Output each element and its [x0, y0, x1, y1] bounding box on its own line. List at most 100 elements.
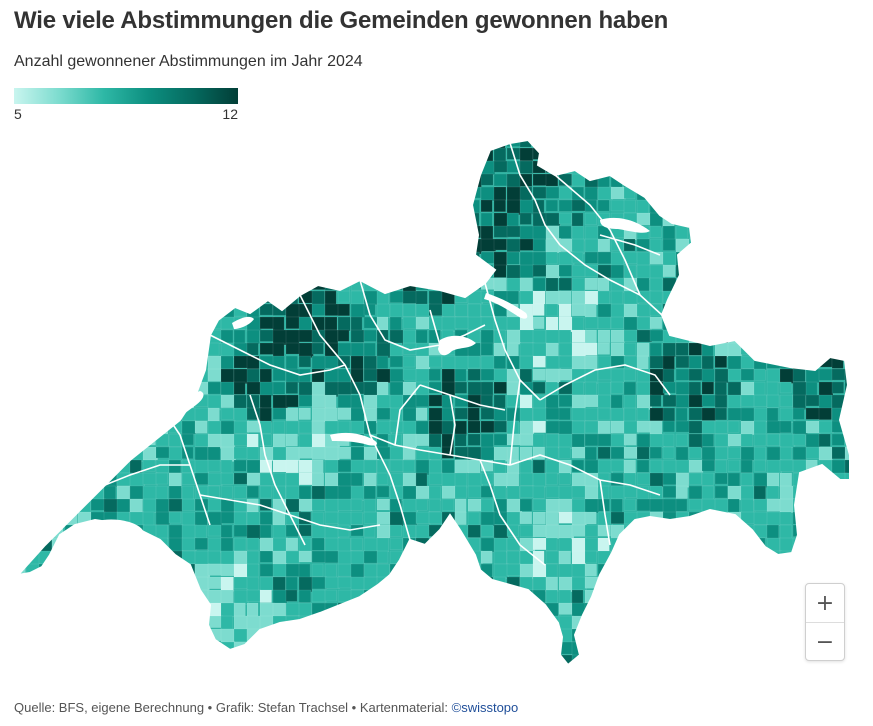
- municipality-cell: [636, 394, 653, 410]
- municipality-cell: [324, 173, 340, 188]
- municipality-cell: [25, 186, 41, 200]
- municipality-cell: [493, 628, 508, 644]
- municipality-cell: [181, 303, 196, 319]
- municipality-cell: [207, 212, 220, 226]
- municipality-cell: [662, 459, 677, 474]
- municipality-cell: [324, 160, 340, 173]
- municipality-cell: [597, 160, 612, 174]
- municipality-cell: [18, 615, 25, 629]
- municipality-cell: [18, 368, 25, 383]
- municipality-cell: [38, 511, 52, 526]
- municipality-cell: [636, 433, 651, 448]
- municipality-cell: [38, 329, 51, 344]
- municipality-cell: [558, 199, 573, 212]
- municipality-cell: [727, 264, 743, 278]
- municipality-cell: [558, 368, 574, 381]
- zoom-out-button[interactable]: −: [806, 622, 844, 660]
- municipality-cell: [259, 654, 273, 665]
- municipality-cell: [597, 381, 611, 397]
- municipality-cell: [532, 303, 545, 316]
- municipality-cell: [337, 160, 351, 175]
- municipality-cell: [129, 225, 144, 238]
- municipality-cell: [805, 485, 818, 501]
- municipality-cell: [545, 641, 559, 654]
- municipality-cell: [649, 576, 663, 591]
- municipality-cell: [350, 199, 364, 213]
- municipality-cell: [337, 147, 351, 163]
- municipality-cell: [168, 459, 182, 474]
- municipality-cell: [402, 329, 417, 345]
- municipality-cell: [818, 277, 833, 291]
- municipality-cell: [38, 602, 52, 617]
- municipality-cell: [51, 140, 64, 149]
- municipality-cell: [727, 420, 740, 433]
- municipality-cell: [780, 668, 792, 680]
- municipality-cell: [220, 251, 236, 266]
- municipality-cell: [571, 342, 586, 359]
- municipality-cell: [324, 485, 340, 502]
- municipality-cell: [519, 251, 534, 266]
- municipality-cell: [675, 524, 690, 540]
- municipality-cell: [337, 537, 351, 553]
- municipality-cell: [324, 511, 340, 524]
- switzerland-choropleth-map[interactable]: [0, 135, 873, 680]
- municipality-cell: [285, 199, 299, 212]
- municipality-cell: [207, 225, 223, 239]
- municipality-cell: [831, 225, 845, 241]
- municipality-cell: [649, 160, 664, 174]
- municipality-cell: [64, 550, 81, 566]
- municipality-cell: [740, 251, 755, 265]
- municipality-cell: [662, 485, 677, 498]
- municipality-cell: [662, 446, 675, 459]
- municipality-cell: [441, 589, 455, 602]
- municipality-cell: [454, 550, 469, 565]
- municipality-cell: [0, 187, 14, 200]
- municipality-cell: [90, 212, 103, 229]
- municipality-cell: [181, 615, 196, 631]
- municipality-cell: [493, 654, 508, 665]
- zoom-in-button[interactable]: +: [815, 590, 835, 616]
- municipality-cell: [753, 433, 767, 447]
- municipality-cell: [480, 628, 495, 642]
- municipality-cell: [467, 615, 483, 631]
- municipality-cell: [519, 433, 534, 446]
- swisstopo-link[interactable]: ©swisstopo: [451, 700, 519, 715]
- municipality-cell: [77, 459, 92, 475]
- municipality-cell: [779, 485, 795, 501]
- municipality-cell: [610, 459, 625, 472]
- municipality-cell: [532, 264, 549, 277]
- municipality-cell: [18, 329, 27, 343]
- municipality-cell: [77, 628, 90, 645]
- municipality-cell: [519, 498, 533, 512]
- municipality-cell: [18, 485, 27, 500]
- municipality-cell: [753, 342, 767, 357]
- municipality-cell: [662, 342, 676, 358]
- municipality-cell: [649, 264, 665, 280]
- municipality-cell: [38, 140, 52, 150]
- municipality-cell: [402, 498, 419, 513]
- municipality-cell: [467, 498, 483, 512]
- municipality-cell: [441, 199, 455, 215]
- municipality-cell: [675, 264, 690, 279]
- municipality-cell: [18, 381, 25, 394]
- municipality-cell: [402, 472, 416, 488]
- municipality-cell: [181, 342, 197, 358]
- municipality-cell: [753, 576, 769, 591]
- municipality-cell: [18, 654, 28, 665]
- municipality-cell: [311, 498, 325, 511]
- municipality-cell: [363, 368, 378, 382]
- municipality-cell: [64, 342, 77, 356]
- municipality-cell: [753, 602, 767, 617]
- municipality-cell: [142, 602, 155, 617]
- municipality-cell: [363, 342, 376, 357]
- municipality-cell: [454, 498, 467, 513]
- municipality-cell: [714, 407, 727, 421]
- municipality-cell: [766, 602, 780, 616]
- municipality-cell: [51, 589, 67, 604]
- municipality-cell: [428, 147, 441, 161]
- municipality-cell: [675, 537, 688, 554]
- municipality-cell: [701, 368, 715, 383]
- municipality-cell: [558, 563, 574, 578]
- municipality-cell: [181, 511, 198, 528]
- municipality-cell: [259, 550, 273, 563]
